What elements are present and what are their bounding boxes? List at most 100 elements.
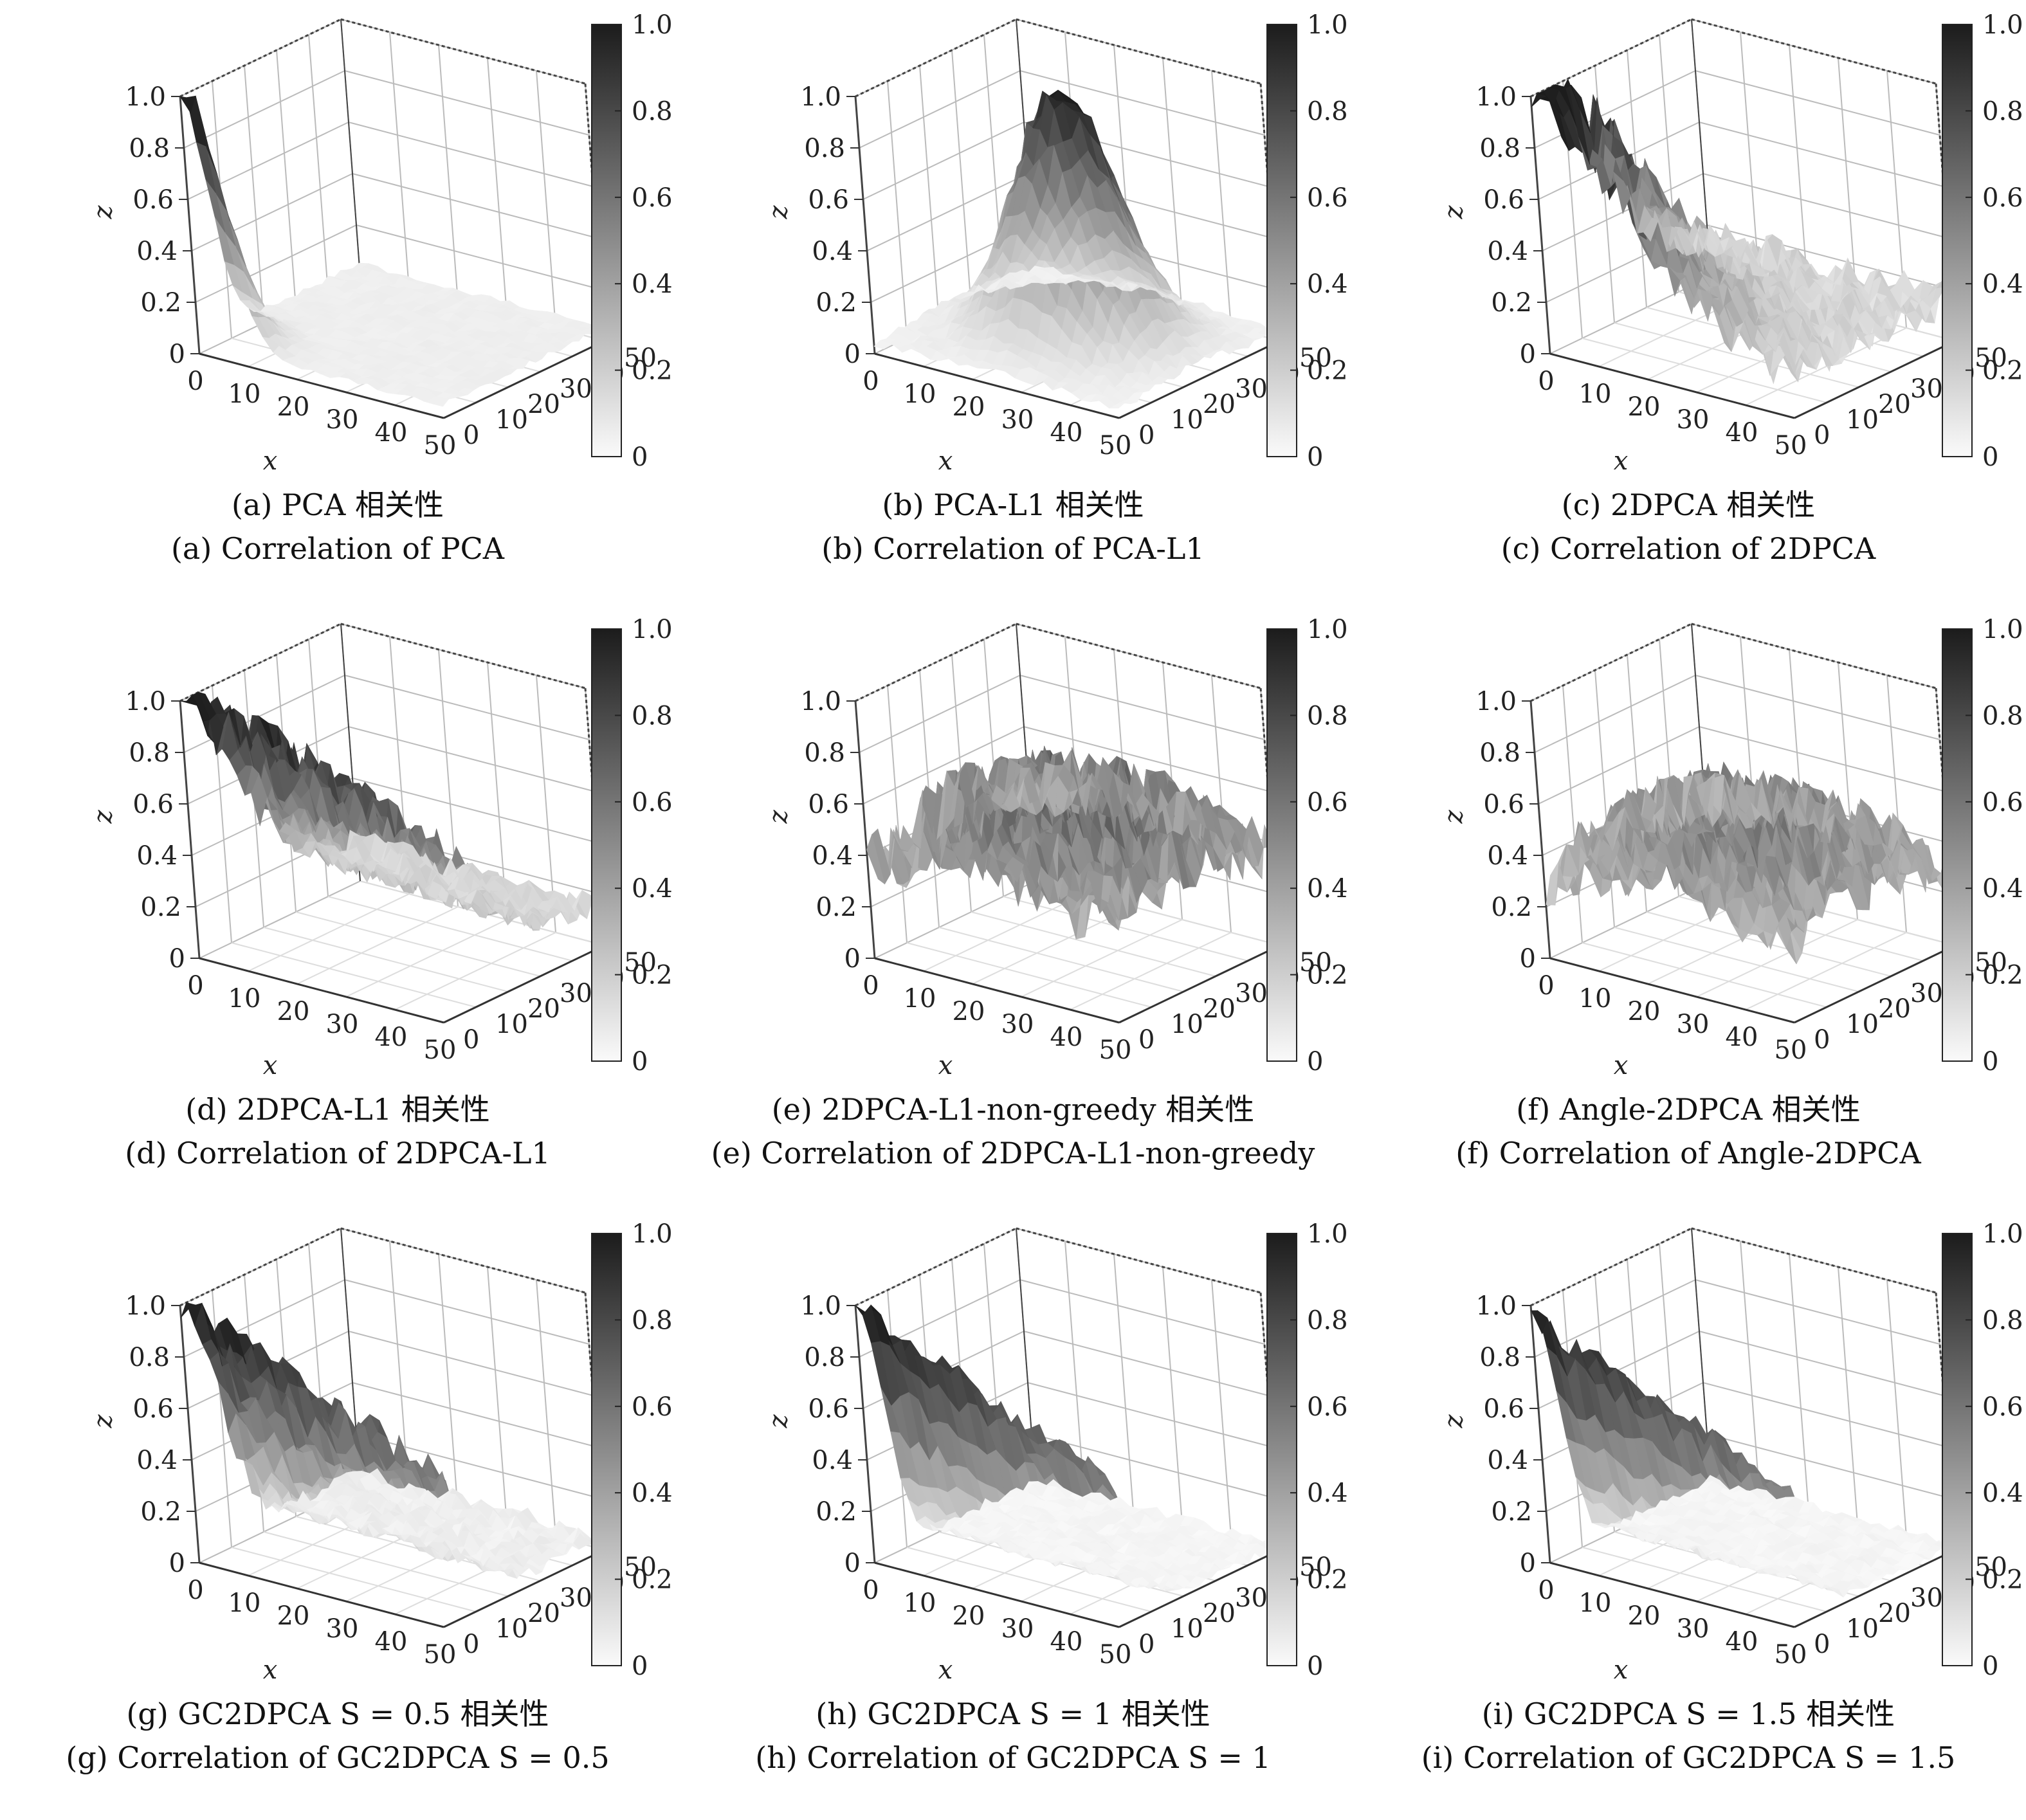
y-tick-label: 20 xyxy=(1203,994,1236,1024)
caption-en-a: (a) Correlation of PCA xyxy=(0,526,675,571)
x-tick-label: 10 xyxy=(904,984,936,1014)
colorbar-tick-label: 0 xyxy=(1982,1047,1998,1077)
x-tick-label: 20 xyxy=(953,392,985,422)
z-tick-label: 0.8 xyxy=(804,134,845,163)
chart-panel-g: 00.20.40.60.81.00102030405001020304050xy… xyxy=(0,1215,675,1820)
z-axis-label: z xyxy=(1439,810,1469,824)
y-tick-label: 0 xyxy=(463,1025,479,1055)
y-tick-label: 0 xyxy=(1814,1025,1830,1055)
x-tick-label: 40 xyxy=(375,418,408,448)
colorbar: 00.20.40.60.81.0 xyxy=(592,615,673,1077)
chart-panel-b: 00.20.40.60.81.00102030405001020304050xy… xyxy=(675,6,1351,611)
colorbar-gradient xyxy=(592,629,621,1061)
x-tick-label: 20 xyxy=(277,997,310,1026)
y-tick-label: 20 xyxy=(1203,390,1236,419)
x-tick-label: 10 xyxy=(1579,379,1612,409)
colorbar-gradient xyxy=(1942,24,1972,457)
colorbar-tick-label: 1.0 xyxy=(632,10,673,40)
z-tick-label: 0.6 xyxy=(132,185,174,215)
z-tick-label: 1.0 xyxy=(1475,687,1517,716)
z-tick-label: 0.2 xyxy=(816,288,857,318)
x-tick-label: 50 xyxy=(1775,1035,1807,1065)
surface xyxy=(180,692,602,931)
colorbar-tick-label: 0.8 xyxy=(1307,96,1348,126)
chart-svg-d: 00.20.40.60.81.00102030405001020304050xy… xyxy=(0,611,675,1100)
x-axis-label: x xyxy=(938,446,953,476)
colorbar-tick-label: 0.4 xyxy=(632,269,673,299)
x-tick-label: 40 xyxy=(1050,1023,1083,1052)
z-tick-label: 0.6 xyxy=(1483,790,1524,819)
colorbar-tick-label: 1.0 xyxy=(1982,10,2023,40)
z-tick-label: 0 xyxy=(169,944,185,974)
x-tick-label: 20 xyxy=(1628,997,1661,1026)
chart-svg-c: 00.20.40.60.81.00102030405001020304050xy… xyxy=(1351,6,2026,495)
y-tick-label: 0 xyxy=(1138,421,1154,450)
colorbar-tick-label: 0 xyxy=(1307,1047,1323,1077)
colorbar-tick-label: 0.4 xyxy=(1982,874,2023,904)
chart-panel-f: 00.20.40.60.81.00102030405001020304050xy… xyxy=(1351,611,2026,1215)
z-tick-label: 1.0 xyxy=(800,82,841,112)
x-tick-label: 40 xyxy=(1726,418,1758,448)
z-axis-label: z xyxy=(1439,205,1469,220)
axes: 00.20.40.60.81.00102030405001020304050xy… xyxy=(89,687,657,1080)
caption-en-e: (e) Correlation of 2DPCA-L1-non-greedy xyxy=(675,1131,1351,1176)
surface xyxy=(181,1302,603,1578)
colorbar-tick-label: 0.8 xyxy=(632,701,673,731)
surface-cell xyxy=(911,790,922,850)
z-tick-label: 0.4 xyxy=(1487,237,1528,266)
colorbar-gradient xyxy=(592,24,621,457)
chart-panel-a: 00.20.40.60.81.00102030405001020304050xy… xyxy=(0,6,675,611)
colorbar-tick-label: 0.8 xyxy=(632,96,673,126)
z-tick-label: 0.4 xyxy=(812,841,853,871)
colorbar-tick-label: 0 xyxy=(632,1047,648,1077)
chart-panel-e: 00.20.40.60.81.00102030405001020304050xy… xyxy=(675,611,1351,1215)
colorbar-tick-label: 0.4 xyxy=(1307,269,1348,299)
colorbar-tick-label: 0 xyxy=(1307,442,1323,472)
x-tick-label: 30 xyxy=(326,1010,359,1039)
caption-cn-a: (a) PCA 相关性 xyxy=(0,482,675,527)
colorbar-tick-label: 0.6 xyxy=(1982,788,2023,817)
chart-svg-a: 00.20.40.60.81.00102030405001020304050xy… xyxy=(0,6,675,495)
z-tick-label: 0.4 xyxy=(812,237,853,266)
x-tick-label: 10 xyxy=(904,379,936,409)
x-tick-label: 50 xyxy=(424,1035,457,1065)
x-axis-label: x xyxy=(938,1051,953,1080)
y-tick-label: 10 xyxy=(1846,405,1879,435)
x-tick-label: 0 xyxy=(187,367,203,396)
z-tick-label: 1.0 xyxy=(125,82,166,112)
y-tick-label: 10 xyxy=(1171,405,1203,435)
x-tick-label: 0 xyxy=(862,367,879,396)
z-tick-label: 0.2 xyxy=(1491,288,1532,318)
colorbar-gradient xyxy=(1942,629,1972,1061)
z-tick-label: 0.4 xyxy=(1487,841,1528,871)
chart-svg-f: 00.20.40.60.81.00102030405001020304050xy… xyxy=(1351,611,2026,1100)
z-axis-label: z xyxy=(764,810,794,824)
colorbar-gradient xyxy=(1267,24,1297,457)
caption-en-c: (c) Correlation of 2DPCA xyxy=(1351,526,2026,571)
colorbar-tick-label: 0 xyxy=(632,442,648,472)
y-tick-label: 20 xyxy=(1878,390,1911,419)
x-tick-label: 20 xyxy=(953,997,985,1026)
colorbar: 00.20.40.60.81.0 xyxy=(1267,615,1348,1077)
colorbar: 00.20.40.60.81.0 xyxy=(592,10,673,472)
colorbar-tick-label: 0.6 xyxy=(632,788,673,817)
colorbar-tick-label: 0 xyxy=(1982,442,1998,472)
y-tick-label: 10 xyxy=(1846,1010,1879,1039)
x-tick-label: 40 xyxy=(375,1023,408,1052)
z-tick-label: 0.8 xyxy=(1479,738,1520,768)
surface xyxy=(1546,762,1948,964)
colorbar-tick-label: 0.6 xyxy=(1982,183,2023,213)
colorbar-tick-label: 0.6 xyxy=(1307,183,1348,213)
colorbar-tick-label: 0.8 xyxy=(1982,701,2023,731)
colorbar-tick-label: 0.4 xyxy=(1307,874,1348,904)
z-tick-label: 1.0 xyxy=(125,687,166,716)
z-tick-label: 0.8 xyxy=(129,738,170,768)
caption-cn-f: (f) Angle-2DPCA 相关性 xyxy=(1351,1087,2026,1132)
colorbar-tick-label: 1.0 xyxy=(632,615,673,644)
z-tick-label: 0.6 xyxy=(1483,185,1524,215)
x-tick-label: 30 xyxy=(1677,405,1710,435)
caption-en-f: (f) Correlation of Angle-2DPCA xyxy=(1351,1131,2026,1176)
y-tick-label: 0 xyxy=(1138,1025,1154,1055)
chart-svg-e: 00.20.40.60.81.00102030405001020304050xy… xyxy=(675,611,1351,1100)
